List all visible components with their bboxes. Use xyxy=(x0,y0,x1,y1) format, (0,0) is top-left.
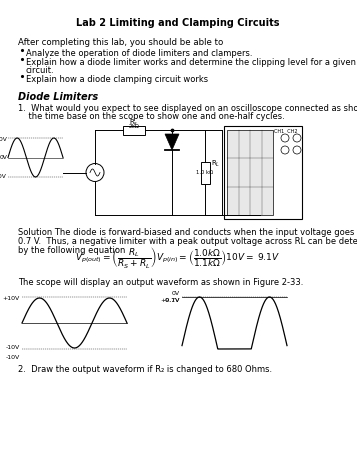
Text: After completing this lab, you should be able to: After completing this lab, you should be… xyxy=(18,38,223,47)
Bar xyxy=(201,162,210,183)
Text: Explain how a diode clamping circuit works: Explain how a diode clamping circuit wor… xyxy=(26,75,208,84)
Text: -0.7V: -0.7V xyxy=(164,298,180,303)
Text: 0V: 0V xyxy=(0,155,7,160)
Text: +9.1V: +9.1V xyxy=(161,298,180,303)
Polygon shape xyxy=(165,134,179,150)
Text: 2.  Draw the output waveform if R₂ is changed to 680 Ohms.: 2. Draw the output waveform if R₂ is cha… xyxy=(18,365,272,374)
Text: 0.7 V.  Thus, a negative limiter with a peak output voltage across RL can be det: 0.7 V. Thus, a negative limiter with a p… xyxy=(18,237,357,246)
Text: The scope will display an output waveform as shown in Figure 2-33.: The scope will display an output wavefor… xyxy=(18,278,303,287)
Text: the time base on the scope to show one and one-half cycles.: the time base on the scope to show one a… xyxy=(18,112,285,121)
Text: Solution The diode is forward-biased and conducts when the input voltage goes be: Solution The diode is forward-biased and… xyxy=(18,228,357,237)
Text: 2kΩ: 2kΩ xyxy=(129,124,140,129)
Text: CH1  CH2: CH1 CH2 xyxy=(274,129,297,134)
Text: 1.  What would you expect to see displayed on an oscilloscope connected as shown: 1. What would you expect to see displaye… xyxy=(18,104,357,113)
Text: circuit.: circuit. xyxy=(26,66,55,75)
Text: 1.0 kΩ: 1.0 kΩ xyxy=(196,170,213,175)
Text: Analyze the operation of diode limiters and clampers.: Analyze the operation of diode limiters … xyxy=(26,49,252,58)
Text: R$_L$: R$_L$ xyxy=(211,158,220,169)
Text: +10V: +10V xyxy=(3,296,20,301)
Text: Lab 2 Limiting and Clamping Circuits: Lab 2 Limiting and Clamping Circuits xyxy=(76,18,280,28)
Bar xyxy=(224,126,302,219)
Text: -10V: -10V xyxy=(6,355,20,360)
Text: R$_s$: R$_s$ xyxy=(129,118,139,128)
Text: Diode Limiters: Diode Limiters xyxy=(18,92,98,102)
Text: by the following equation: by the following equation xyxy=(18,246,125,255)
Text: Explain how a diode limiter works and determine the clipping level for a given: Explain how a diode limiter works and de… xyxy=(26,58,356,67)
Text: 0V: 0V xyxy=(172,291,180,296)
Text: $V_{p(out)} = \left(\dfrac{R_L}{R_S + R_L}\right)V_{p(in)} = \left(\dfrac{1.0k\O: $V_{p(out)} = \left(\dfrac{R_L}{R_S + R_… xyxy=(75,245,281,270)
Text: -10V: -10V xyxy=(6,345,20,350)
Text: -10V: -10V xyxy=(0,174,7,179)
Bar xyxy=(123,126,145,134)
Text: +10V: +10V xyxy=(0,137,7,142)
Bar xyxy=(227,130,273,215)
